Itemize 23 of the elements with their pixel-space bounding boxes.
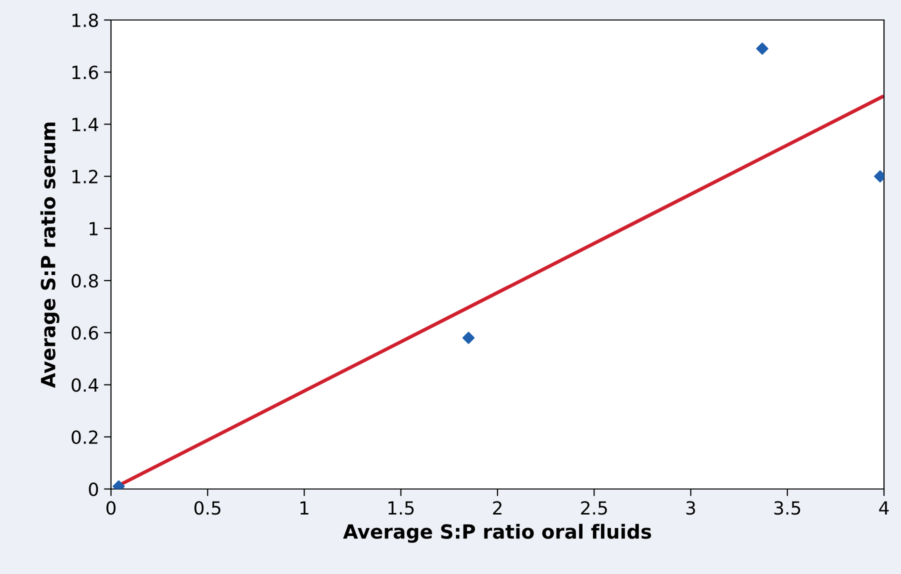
y-tick-label: 0.6 bbox=[72, 326, 98, 340]
y-tick-label: 0.8 bbox=[72, 274, 98, 288]
y-tick-label: 0.2 bbox=[72, 430, 98, 444]
x-tick-label: 2 bbox=[493, 501, 502, 515]
y-tick-label: 0 bbox=[88, 482, 98, 496]
y-tick-label: 1.4 bbox=[72, 118, 98, 132]
x-tick-label: 3 bbox=[686, 501, 696, 515]
x-axis-title: Average S:P ratio oral fluids bbox=[343, 524, 652, 543]
y-tick-label: 1 bbox=[90, 222, 98, 236]
x-tick-label: 3.5 bbox=[774, 501, 800, 515]
x-tick-label: 4 bbox=[879, 501, 889, 515]
point bbox=[756, 42, 768, 55]
x-tick-label: 1.5 bbox=[388, 501, 414, 515]
y-tick-label: 1.6 bbox=[72, 66, 98, 80]
x-tick-label: 0.5 bbox=[194, 501, 220, 515]
point bbox=[462, 332, 475, 344]
y-tick-label: 0.4 bbox=[72, 378, 98, 392]
y-axis-title: Average S:P ratio serum bbox=[40, 122, 60, 388]
x-tick-label: 1 bbox=[300, 501, 308, 515]
x-tick-label: 0 bbox=[106, 501, 116, 515]
y-tick-label: 1.8 bbox=[72, 13, 98, 28]
x-tick-label: 2.5 bbox=[581, 501, 607, 515]
y-tick-label: 1.2 bbox=[72, 170, 98, 184]
